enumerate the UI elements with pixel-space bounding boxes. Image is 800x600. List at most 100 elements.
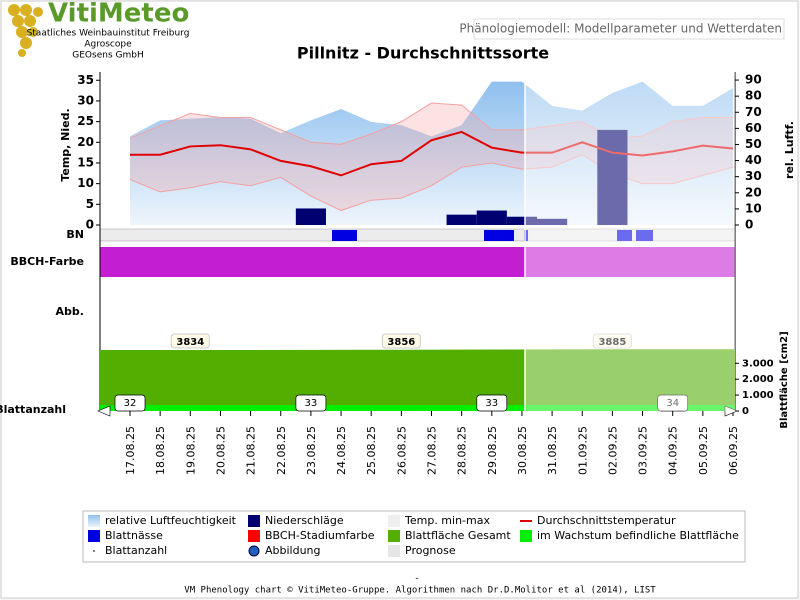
leaf-count-box <box>657 394 689 412</box>
leaf-count-label: 34 <box>666 398 679 409</box>
x-tick-label: 06.09.25 <box>727 426 740 475</box>
x-tick-label: 01.09.25 <box>576 426 589 475</box>
y2-tick-label: 50 <box>745 137 762 151</box>
legend-label: Durchschnittstemperatur <box>537 514 676 527</box>
legend-label: Temp. min-max <box>404 514 490 527</box>
temp-min-line <box>129 154 734 212</box>
leaf-count-label: 33 <box>305 398 318 409</box>
y-tick-label: 20 <box>77 135 94 149</box>
legend-swatch <box>248 515 260 527</box>
legend-label: Blattanzahl <box>105 544 167 557</box>
x-tick-label: 24.08.25 <box>335 426 348 475</box>
leaf-wetness <box>332 230 653 241</box>
leaf-area <box>100 349 735 411</box>
y-tick-label: 35 <box>77 73 94 87</box>
legend-swatch <box>88 515 100 527</box>
legend-swatch <box>520 530 532 542</box>
precip-bar <box>446 214 477 225</box>
y-tick-label: 5 <box>86 197 94 211</box>
y2-tick-label: 90 <box>745 73 762 87</box>
arrow <box>97 405 111 417</box>
y2-tick-label: 0 <box>745 218 753 232</box>
x-tick-label: 25.08.25 <box>365 426 378 475</box>
precip-bar <box>537 218 568 225</box>
x-tick-label: 23.08.25 <box>305 426 318 475</box>
org-line: Agroscope <box>84 40 132 50</box>
y2-axis-label: rel. Luftf. <box>783 121 796 179</box>
logo-grapes <box>8 4 43 57</box>
leaf-area-tick-label: 1.000 <box>742 390 774 401</box>
y-tick-label: 10 <box>77 176 94 190</box>
forecast-shade <box>525 72 735 411</box>
x-tick-label: 28.08.25 <box>456 426 469 475</box>
precip-bar <box>295 208 326 225</box>
logo: VitiMeteo <box>48 0 189 29</box>
row-label: BN <box>66 228 84 241</box>
temp-max-line <box>129 102 733 145</box>
chart-title: Pillnitz - Durchschnittssorte <box>297 44 549 63</box>
leaf-area-label-box <box>592 333 632 349</box>
humidity-area <box>130 81 733 226</box>
footer: VM Phenology chart © VitiMeteo-Gruppe. A… <box>184 586 656 596</box>
x-tick-label: 20.08.25 <box>214 426 227 475</box>
leaf-area-label: Blattfläche [cm2] <box>779 331 790 428</box>
x-tick-label: 26.08.25 <box>395 426 408 475</box>
y2-tick-label: 10 <box>745 201 762 215</box>
leaf-area-label-box <box>170 333 210 349</box>
x-tick-label: 18.08.25 <box>154 426 167 475</box>
subtitle: Phänologiemodell: Modellparameter und We… <box>459 22 782 36</box>
x-tick-label: 17.08.25 <box>124 426 137 475</box>
y2-tick-label: 40 <box>745 153 762 167</box>
legend-swatch <box>388 545 400 557</box>
x-tick-label: 30.08.25 <box>516 426 529 475</box>
x-tick-label: 05.09.25 <box>697 426 710 475</box>
legend-label: Blattnässe <box>105 529 163 542</box>
x-tick-label: 19.08.25 <box>184 426 197 475</box>
leaf-count-box <box>476 394 508 412</box>
legend-label: BBCH-Stadiumfarbe <box>265 529 375 542</box>
y2-tick-label: 70 <box>745 105 762 119</box>
legend-swatch <box>388 530 400 542</box>
legend-label: im Wachstum befindliche Blattfläche <box>537 529 739 542</box>
x-tick-label: 31.08.25 <box>546 426 559 475</box>
leaf-area-label: 3834 <box>176 337 204 348</box>
y-tick-label: 0 <box>86 218 94 232</box>
legend-label: Niederschläge <box>265 514 344 527</box>
legend-label: relative Luftfeuchtigkeit <box>105 514 237 527</box>
avg-temp-line <box>130 130 734 177</box>
row-label: Abb. <box>56 305 84 318</box>
legend-label: Prognose <box>405 544 456 557</box>
org-line: Staatliches Weinbauinstitut Freiburg <box>27 29 190 39</box>
y2-tick-label: 30 <box>745 169 762 183</box>
x-tick-label: 04.09.25 <box>667 426 680 475</box>
legend-swatch <box>93 550 95 552</box>
x-tick-label: 27.08.25 <box>426 426 439 475</box>
leaf-area-label: 3885 <box>598 337 626 348</box>
legend-label: Abbildung <box>265 544 321 557</box>
y-tick-label: 25 <box>77 114 94 128</box>
bbch-bar <box>100 247 735 277</box>
arrow <box>724 405 738 417</box>
legend <box>82 510 746 563</box>
leaf-count-label: 33 <box>485 398 498 409</box>
legend-swatch <box>248 545 260 557</box>
y-axis-label: Temp, Nied. <box>59 108 72 181</box>
leaf-area-label-box <box>381 333 421 349</box>
precip-bar <box>476 210 507 225</box>
legend-swatch <box>388 515 400 527</box>
precip-bar <box>506 216 538 225</box>
x-tick-label: 02.09.25 <box>606 426 619 475</box>
legend-swatch <box>248 530 260 542</box>
org-line: GEOsens GmbH <box>72 51 143 61</box>
y-tick-label: 30 <box>77 93 94 107</box>
x-tick-label: 29.08.25 <box>486 426 499 475</box>
legend-swatch <box>88 530 100 542</box>
row-label: Blattanzahl <box>0 403 66 416</box>
growing-leaf-area <box>100 405 735 411</box>
leaf-count-label: 32 <box>124 398 137 409</box>
plot <box>129 81 734 226</box>
dash: - <box>415 574 418 584</box>
leaf-count-box <box>295 394 327 412</box>
legend-label: Blattfläche Gesamt <box>405 529 511 542</box>
